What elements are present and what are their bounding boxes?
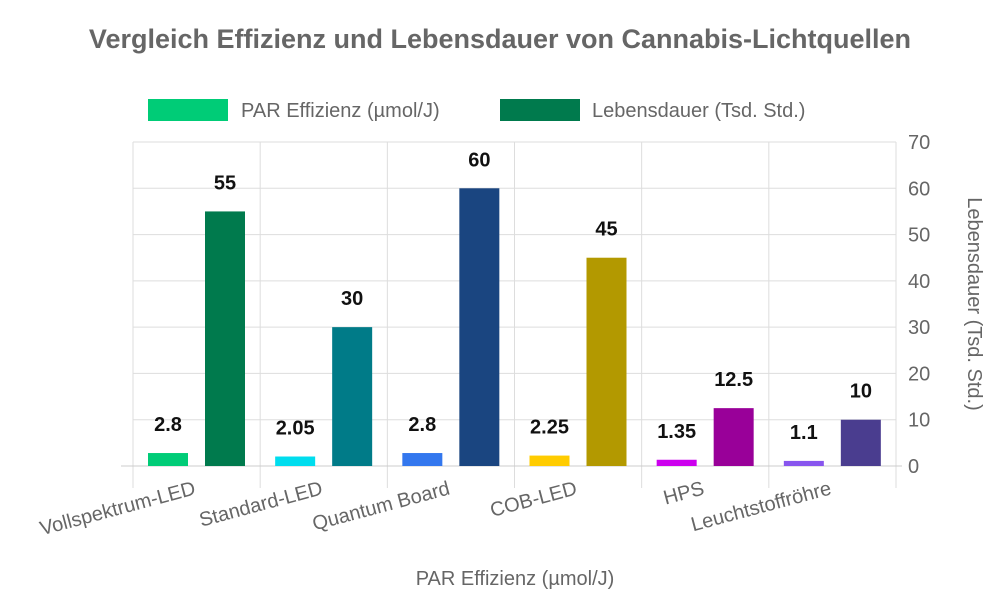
bar-par-0[interactable] <box>148 453 188 466</box>
data-label: 30 <box>341 288 363 310</box>
legend-swatch-par <box>148 99 228 121</box>
data-label: 45 <box>595 219 617 241</box>
bar-lebensdauer-5[interactable] <box>840 419 881 466</box>
category-label: Leuchtstoffröhre <box>689 478 834 537</box>
legend-label-par: PAR Effizienz (µmol/J) <box>241 100 440 122</box>
chart-title: Vergleich Effizienz und Lebensdauer von … <box>89 24 911 54</box>
y-axis-ticks: 0 10 20 30 40 50 60 70 <box>908 132 930 478</box>
bar-lebensdauer-4[interactable] <box>713 408 754 466</box>
y2-axis-title: Lebensdauer (Tsd. Std.) <box>963 197 985 410</box>
y2-tick-label: 20 <box>908 363 930 385</box>
legend-swatch-lebensdauer <box>500 99 580 121</box>
bar-par-5[interactable] <box>783 460 824 466</box>
data-label: 12.5 <box>714 369 753 391</box>
data-label: 2.8 <box>154 414 182 436</box>
data-label: 1.35 <box>657 421 696 443</box>
data-label: 10 <box>850 381 872 403</box>
data-labels: 2.8 55 2.05 30 2.8 60 2.25 45 1.35 12.5 1.1 10 <box>154 149 872 444</box>
bar-par-4[interactable] <box>656 459 697 466</box>
data-label: 2.25 <box>530 417 569 439</box>
category-label: Quantum Board <box>310 478 452 536</box>
data-label: 2.05 <box>276 418 315 440</box>
category-label: Standard-LED <box>197 478 325 532</box>
legend: PAR Effizienz (µmol/J) Lebensdauer (Tsd.… <box>148 99 805 122</box>
y2-tick-label: 30 <box>908 317 930 339</box>
legend-label-lebensdauer: Lebensdauer (Tsd. Std.) <box>592 100 805 122</box>
y2-tick-label: 10 <box>908 410 930 432</box>
y2-tick-label: 40 <box>908 271 930 293</box>
data-label: 55 <box>214 172 236 194</box>
legend-item-par[interactable]: PAR Effizienz (µmol/J) <box>148 99 440 122</box>
bar-lebensdauer-3[interactable] <box>586 257 627 466</box>
bar-lebensdauer-1[interactable] <box>332 327 373 466</box>
bars <box>148 188 881 467</box>
legend-item-lebensdauer[interactable]: Lebensdauer (Tsd. Std.) <box>500 99 805 122</box>
category-label: Vollspektrum-LED <box>38 478 198 541</box>
bar-par-2[interactable] <box>402 453 443 466</box>
y2-tick-label: 50 <box>908 225 930 247</box>
category-label: COB-LED <box>488 478 580 522</box>
bar-lebensdauer-2[interactable] <box>459 188 500 467</box>
y2-tick-label: 70 <box>908 132 930 154</box>
x-axis-title: PAR Effizienz (µmol/J) <box>416 568 615 590</box>
bar-par-3[interactable] <box>529 455 570 466</box>
y2-tick-label: 60 <box>908 178 930 200</box>
category-label: HPS <box>661 478 706 510</box>
y2-tick-label: 0 <box>908 456 919 478</box>
bar-lebensdauer-0[interactable] <box>205 211 245 466</box>
bar-par-1[interactable] <box>275 456 316 466</box>
data-label: 2.8 <box>408 414 436 436</box>
data-label: 60 <box>468 149 490 171</box>
data-label: 1.1 <box>790 422 818 444</box>
gridlines <box>121 141 902 488</box>
